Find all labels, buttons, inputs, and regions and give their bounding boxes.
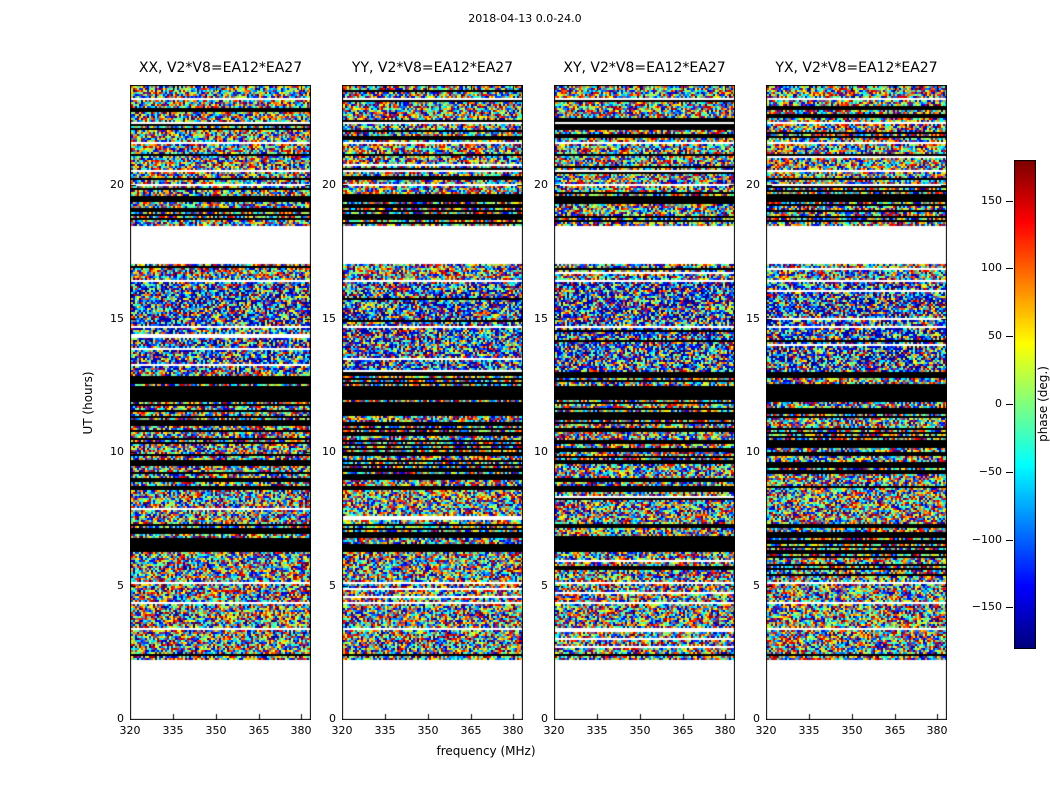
y-tick-label: 15 xyxy=(322,312,336,325)
colorbar-tick-mark xyxy=(1006,540,1013,541)
x-tick-label: 320 xyxy=(755,724,777,737)
y-tick-label: 20 xyxy=(110,178,124,191)
y-tick-label: 15 xyxy=(534,312,548,325)
panel-title-xy: XY, V2*V8=EA12*EA27 xyxy=(563,60,726,76)
y-axis-label: UT (hours) xyxy=(81,371,95,435)
colorbar-tick-label: 50 xyxy=(988,329,1002,342)
y-tick-label: 5 xyxy=(117,579,124,592)
x-tick-label: 365 xyxy=(672,724,694,737)
x-tick-label: 350 xyxy=(629,724,651,737)
heatmap-panel-yy xyxy=(342,85,523,720)
colorbar-tick-mark xyxy=(1006,201,1013,202)
x-tick-label: 320 xyxy=(543,724,565,737)
colorbar-label: phase (deg.) xyxy=(1036,366,1050,442)
y-tick-label: 0 xyxy=(541,712,548,725)
heatmap-panel-xx xyxy=(130,85,311,720)
x-tick-label: 320 xyxy=(119,724,141,737)
heatmap-panel-yx xyxy=(766,85,947,720)
x-tick-label: 350 xyxy=(205,724,227,737)
heatmap-panel-xy xyxy=(554,85,735,720)
y-tick-label: 20 xyxy=(746,178,760,191)
y-tick-label: 15 xyxy=(746,312,760,325)
colorbar-tick-mark xyxy=(1006,607,1013,608)
y-tick-label: 5 xyxy=(541,579,548,592)
x-tick-label: 335 xyxy=(162,724,184,737)
x-tick-label: 365 xyxy=(460,724,482,737)
colorbar-tick-label: 0 xyxy=(995,397,1002,410)
x-tick-label: 320 xyxy=(331,724,353,737)
colorbar-tick-label: −150 xyxy=(971,600,1002,613)
x-tick-label: 335 xyxy=(374,724,396,737)
y-tick-label: 10 xyxy=(322,445,336,458)
y-tick-label: 0 xyxy=(117,712,124,725)
y-tick-label: 20 xyxy=(322,178,336,191)
y-tick-label: 10 xyxy=(534,445,548,458)
colorbar-tick-mark xyxy=(1006,268,1013,269)
y-tick-label: 0 xyxy=(753,712,760,725)
y-tick-label: 0 xyxy=(329,712,336,725)
x-tick-label: 335 xyxy=(798,724,820,737)
x-tick-label: 365 xyxy=(884,724,906,737)
colorbar-tick-label: 100 xyxy=(981,261,1002,274)
panel-title-xx: XX, V2*V8=EA12*EA27 xyxy=(138,60,303,76)
x-tick-label: 350 xyxy=(841,724,863,737)
colorbar-tick-mark xyxy=(1006,404,1013,405)
y-tick-label: 5 xyxy=(753,579,760,592)
y-tick-label: 20 xyxy=(534,178,548,191)
x-tick-label: 380 xyxy=(290,724,312,737)
panel-title-yx: YX, V2*V8=EA12*EA27 xyxy=(775,60,938,76)
x-tick-label: 380 xyxy=(502,724,524,737)
x-tick-label: 365 xyxy=(248,724,270,737)
x-tick-label: 380 xyxy=(714,724,736,737)
y-tick-label: 5 xyxy=(329,579,336,592)
x-tick-label: 380 xyxy=(926,724,948,737)
y-tick-label: 10 xyxy=(746,445,760,458)
colorbar-tick-mark xyxy=(1006,472,1013,473)
x-tick-label: 350 xyxy=(417,724,439,737)
y-tick-label: 10 xyxy=(110,445,124,458)
colorbar-gradient xyxy=(1014,160,1036,649)
x-tick-label: 335 xyxy=(586,724,608,737)
colorbar-tick-mark xyxy=(1006,336,1013,337)
y-tick-label: 15 xyxy=(110,312,124,325)
x-axis-label: frequency (MHz) xyxy=(436,744,536,758)
colorbar-tick-label: −100 xyxy=(971,533,1002,546)
figure-title: 2018-04-13 0.0-24.0 xyxy=(468,12,582,25)
panel-title-yy: YY, V2*V8=EA12*EA27 xyxy=(351,60,514,76)
colorbar-tick-label: −50 xyxy=(978,465,1002,478)
colorbar-tick-label: 150 xyxy=(981,194,1002,207)
